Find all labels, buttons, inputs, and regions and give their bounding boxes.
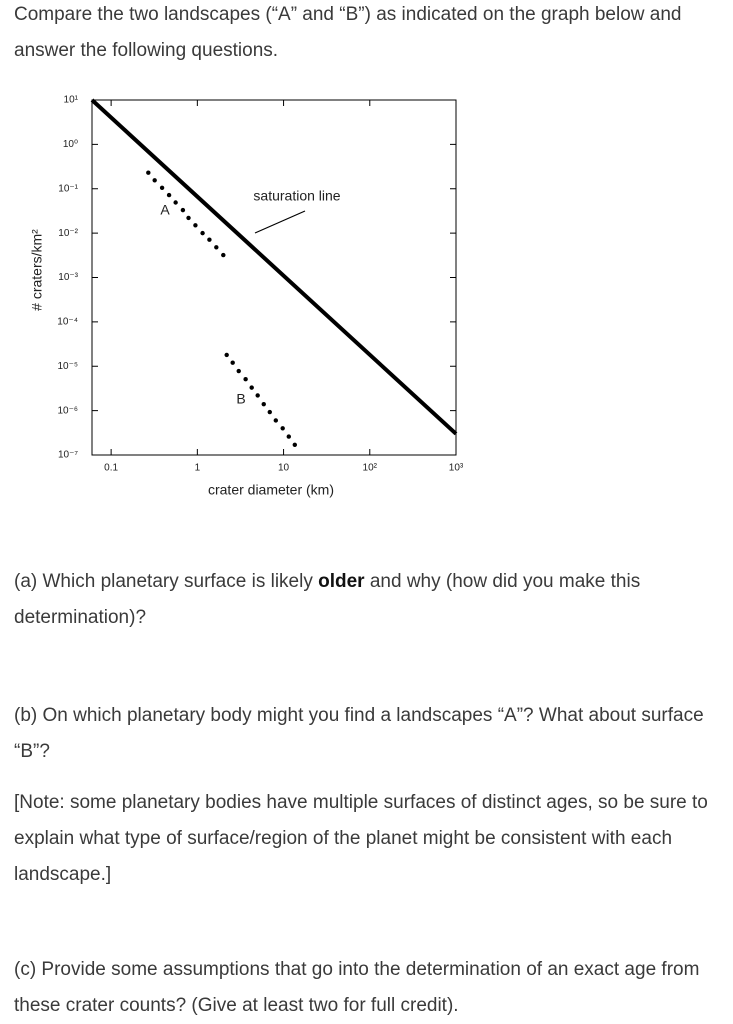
y-tick-label: 10⁻² xyxy=(58,228,78,239)
crater-count-point xyxy=(214,245,219,250)
annotation: B xyxy=(236,391,245,407)
crater-count-point xyxy=(146,170,151,175)
y-tick-label: 10⁻⁶ xyxy=(57,405,78,416)
x-tick-label: 10² xyxy=(363,463,378,474)
crater-count-point xyxy=(166,192,172,198)
question-a-emphasis: older xyxy=(318,571,365,592)
crater-count-point xyxy=(236,368,241,374)
plot-frame xyxy=(91,99,457,456)
crater-count-point xyxy=(186,215,191,221)
y-axis-label: # craters/km² xyxy=(29,229,45,311)
question-a-text: (a) Which planetary surface is likely xyxy=(14,571,319,592)
question-b: (b) On which planetary body might you fi… xyxy=(14,705,704,762)
note: [Note: some planetary bodies have multip… xyxy=(14,792,708,885)
x-tick-label: 10³ xyxy=(449,463,464,474)
crater-count-point xyxy=(207,237,212,242)
y-tick-label: 10¹ xyxy=(64,95,79,106)
x-tick-label: 0.1 xyxy=(104,463,118,474)
crater-count-point xyxy=(286,434,291,439)
crater-count-point xyxy=(267,409,272,415)
crater-count-point xyxy=(221,252,226,258)
y-tick-label: 10⁻⁷ xyxy=(58,450,78,461)
annotation-pointer xyxy=(254,210,306,234)
crater-count-point xyxy=(173,200,178,205)
crater-count-point xyxy=(255,393,260,398)
annotation: saturation line xyxy=(253,188,340,204)
intro: Compare the two landscapes (“A” and “B”)… xyxy=(14,4,682,61)
crater-count-point xyxy=(273,418,279,423)
x-axis-label: crater diameter (km) xyxy=(208,482,334,498)
crater-count-point xyxy=(261,401,266,407)
crater-count-point xyxy=(180,207,186,213)
crater-count-point xyxy=(193,223,198,228)
crater-count-point xyxy=(292,442,298,447)
y-tick-label: 10⁻¹ xyxy=(58,183,78,194)
y-tick-label: 10⁻⁵ xyxy=(57,361,78,372)
crater-count-point xyxy=(159,185,165,191)
y-tick-label: 10⁰ xyxy=(63,139,78,150)
question-a-text: and why (how did you make this determina… xyxy=(14,571,641,628)
crater-count-point xyxy=(280,426,285,431)
crater-count-point xyxy=(152,178,157,183)
y-tick-label: 10⁻⁴ xyxy=(57,317,78,328)
x-tick-label: 1 xyxy=(195,463,201,474)
crater-count-point xyxy=(249,385,254,390)
y-tick-label: 10⁻³ xyxy=(58,272,78,283)
x-tick-label: 10 xyxy=(278,463,290,474)
question-a: (a) Which planetary surface is likely ol… xyxy=(14,564,726,636)
chart: 10⁻⁷ 10⁻⁶ 10⁻⁵ 10⁻⁴ 10⁻³ 10⁻² 10⁻¹ 10⁰ 10¹ 0.1 1 10… xyxy=(29,95,464,498)
saturation-line xyxy=(90,98,458,436)
crater-count-point xyxy=(230,360,235,365)
crater-count-point xyxy=(243,377,248,382)
crater-count-point xyxy=(224,352,229,358)
annotation: A xyxy=(160,202,170,218)
question-c: (c) Provide some assumptions that go int… xyxy=(14,959,700,1016)
crater-count-point xyxy=(200,230,205,236)
